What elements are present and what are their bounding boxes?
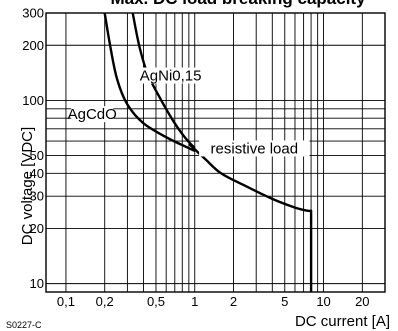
series-labels: AgCdO AgNi0,15 resistive load bbox=[68, 67, 310, 157]
series-label-resistive-load: resistive load bbox=[211, 140, 299, 157]
x-tick-label: 0,2 bbox=[96, 294, 114, 309]
series-line-agcdo bbox=[103, 13, 196, 152]
figure-code: S0227-C bbox=[6, 320, 42, 330]
x-axis-label: DC current [A] bbox=[295, 313, 390, 330]
tick-labels: 0,1 0,2 0,5 1 2 5 10 20 10 20 30 40 50 100 200 300 bbox=[22, 6, 369, 310]
y-tick-label: 50 bbox=[30, 148, 44, 163]
series-group bbox=[103, 13, 313, 292]
series-label-bg bbox=[71, 106, 114, 123]
x-tick-label: 0,1 bbox=[57, 294, 75, 309]
y-axis-label: DC voltage [VDC] bbox=[19, 127, 36, 245]
y-tick-label: 20 bbox=[30, 221, 44, 236]
series-label-bg bbox=[138, 67, 204, 84]
series-label-agni0-15: AgNi0,15 bbox=[140, 68, 202, 85]
y-tick-label: 300 bbox=[22, 6, 44, 21]
x-tick-label: 20 bbox=[355, 294, 369, 309]
x-tick-label: 2 bbox=[230, 294, 237, 309]
x-tick-label: 5 bbox=[281, 294, 288, 309]
y-tick-label: 40 bbox=[30, 166, 44, 181]
series-label-agcdo: AgCdO bbox=[68, 106, 117, 123]
x-tick-label: 1 bbox=[191, 294, 198, 309]
series-label-bg bbox=[199, 140, 310, 157]
chart-title: Max. DC load breaking capacity bbox=[110, 0, 366, 8]
series-line-agni0-15 bbox=[131, 13, 196, 149]
x-tick-label: 10 bbox=[316, 294, 330, 309]
y-tick-label: 100 bbox=[22, 93, 44, 108]
plot-frame bbox=[45, 12, 386, 293]
series-line-resistive-load bbox=[188, 142, 313, 292]
x-tick-label: 0,5 bbox=[147, 294, 165, 309]
y-tick-label: 10 bbox=[30, 276, 44, 291]
y-tick-label: 30 bbox=[30, 189, 44, 204]
y-tick-label: 200 bbox=[22, 38, 44, 53]
